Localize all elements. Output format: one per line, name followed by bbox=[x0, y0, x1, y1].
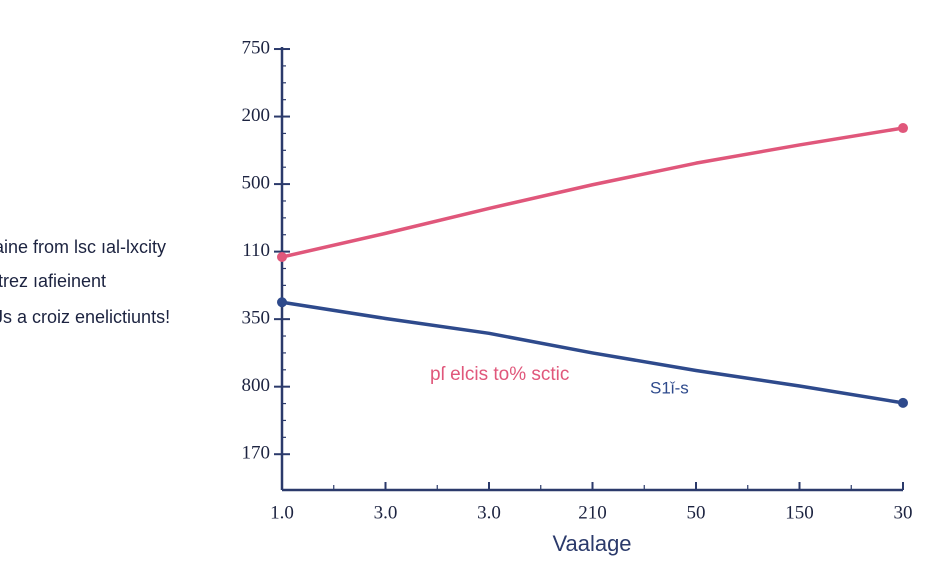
x-tick-label: 210 bbox=[578, 502, 607, 523]
series-line bbox=[281, 126, 904, 259]
y-tick-label: 800 bbox=[242, 375, 271, 396]
end-point bbox=[277, 252, 287, 263]
y-tick-label: 750 bbox=[242, 37, 271, 58]
x-tick-label: 3.0 bbox=[374, 502, 398, 523]
end-point bbox=[898, 397, 908, 408]
x-axis-label: Vaalage bbox=[552, 531, 631, 556]
y-tick-label: 500 bbox=[242, 172, 271, 193]
x-tick-label: 3.0 bbox=[477, 502, 501, 523]
x-tick-label: 50 bbox=[687, 502, 706, 523]
end-point bbox=[277, 297, 287, 308]
y-tick-label: 350 bbox=[242, 308, 271, 329]
side-text: Js a croiz enelictiunts! bbox=[0, 307, 170, 327]
side-text: aine from lsc ıal-lxcity bbox=[0, 237, 166, 257]
x-tick-label: 1.0 bbox=[270, 502, 294, 523]
series-annotation: pſ elcis to% sctic bbox=[430, 364, 569, 385]
y-tick-label: 170 bbox=[242, 443, 271, 464]
end-point bbox=[898, 123, 908, 134]
series-annotation: S1ǐ-s bbox=[650, 378, 689, 397]
x-tick-label: 30 bbox=[894, 502, 913, 523]
x-tick-label: 150 bbox=[785, 502, 814, 523]
y-tick-label: 110 bbox=[242, 240, 270, 261]
series-line bbox=[281, 300, 904, 405]
y-tick-label: 200 bbox=[242, 105, 271, 126]
side-text: ltrez ıafieinent bbox=[0, 271, 106, 291]
